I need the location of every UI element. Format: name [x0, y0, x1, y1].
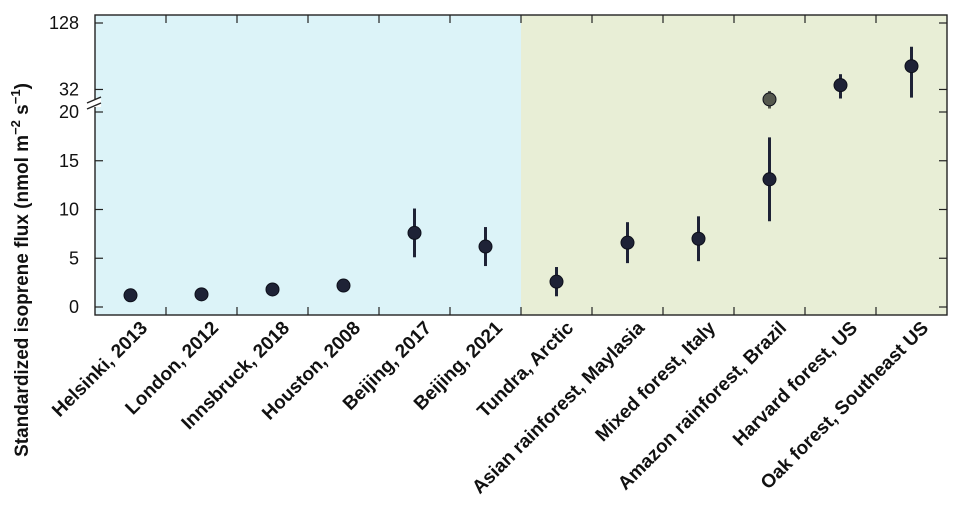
y-tick-label-32: 32	[59, 79, 79, 99]
data-point-9	[762, 172, 777, 187]
data-point-12	[904, 59, 919, 74]
data-point-10	[762, 92, 777, 107]
y-axis-title: Standardized isoprene flux (nmol m−2 s−1…	[8, 83, 33, 457]
data-point-5	[478, 239, 493, 254]
category-label-10: Harvard forest, US	[729, 318, 862, 451]
data-point-6	[549, 274, 564, 289]
y-tick-label-20: 20	[59, 102, 79, 122]
region-0	[95, 15, 521, 315]
data-point-4	[407, 225, 422, 240]
data-point-7	[620, 235, 635, 250]
region-1	[521, 15, 947, 315]
y-tick-label-0: 0	[69, 297, 79, 317]
data-points	[123, 59, 919, 303]
axis-break-mark-bottom	[86, 102, 102, 110]
axis-break-gap-left	[87, 99, 101, 107]
data-point-8	[691, 231, 706, 246]
data-point-1	[194, 287, 209, 302]
ticks	[95, 15, 947, 315]
axis-break-mark-top	[86, 96, 102, 104]
y-tick-label-5: 5	[69, 248, 79, 268]
data-point-2	[265, 282, 280, 297]
data-point-0	[123, 288, 138, 303]
data-point-11	[833, 78, 848, 93]
y-tick-label-15: 15	[59, 151, 79, 171]
data-point-3	[336, 278, 351, 293]
y-tick-label-128: 128	[49, 13, 79, 33]
category-label-8: Mixed forest, Italy	[592, 317, 721, 446]
background-regions	[95, 15, 947, 315]
y-tick-label-10: 10	[59, 200, 79, 220]
